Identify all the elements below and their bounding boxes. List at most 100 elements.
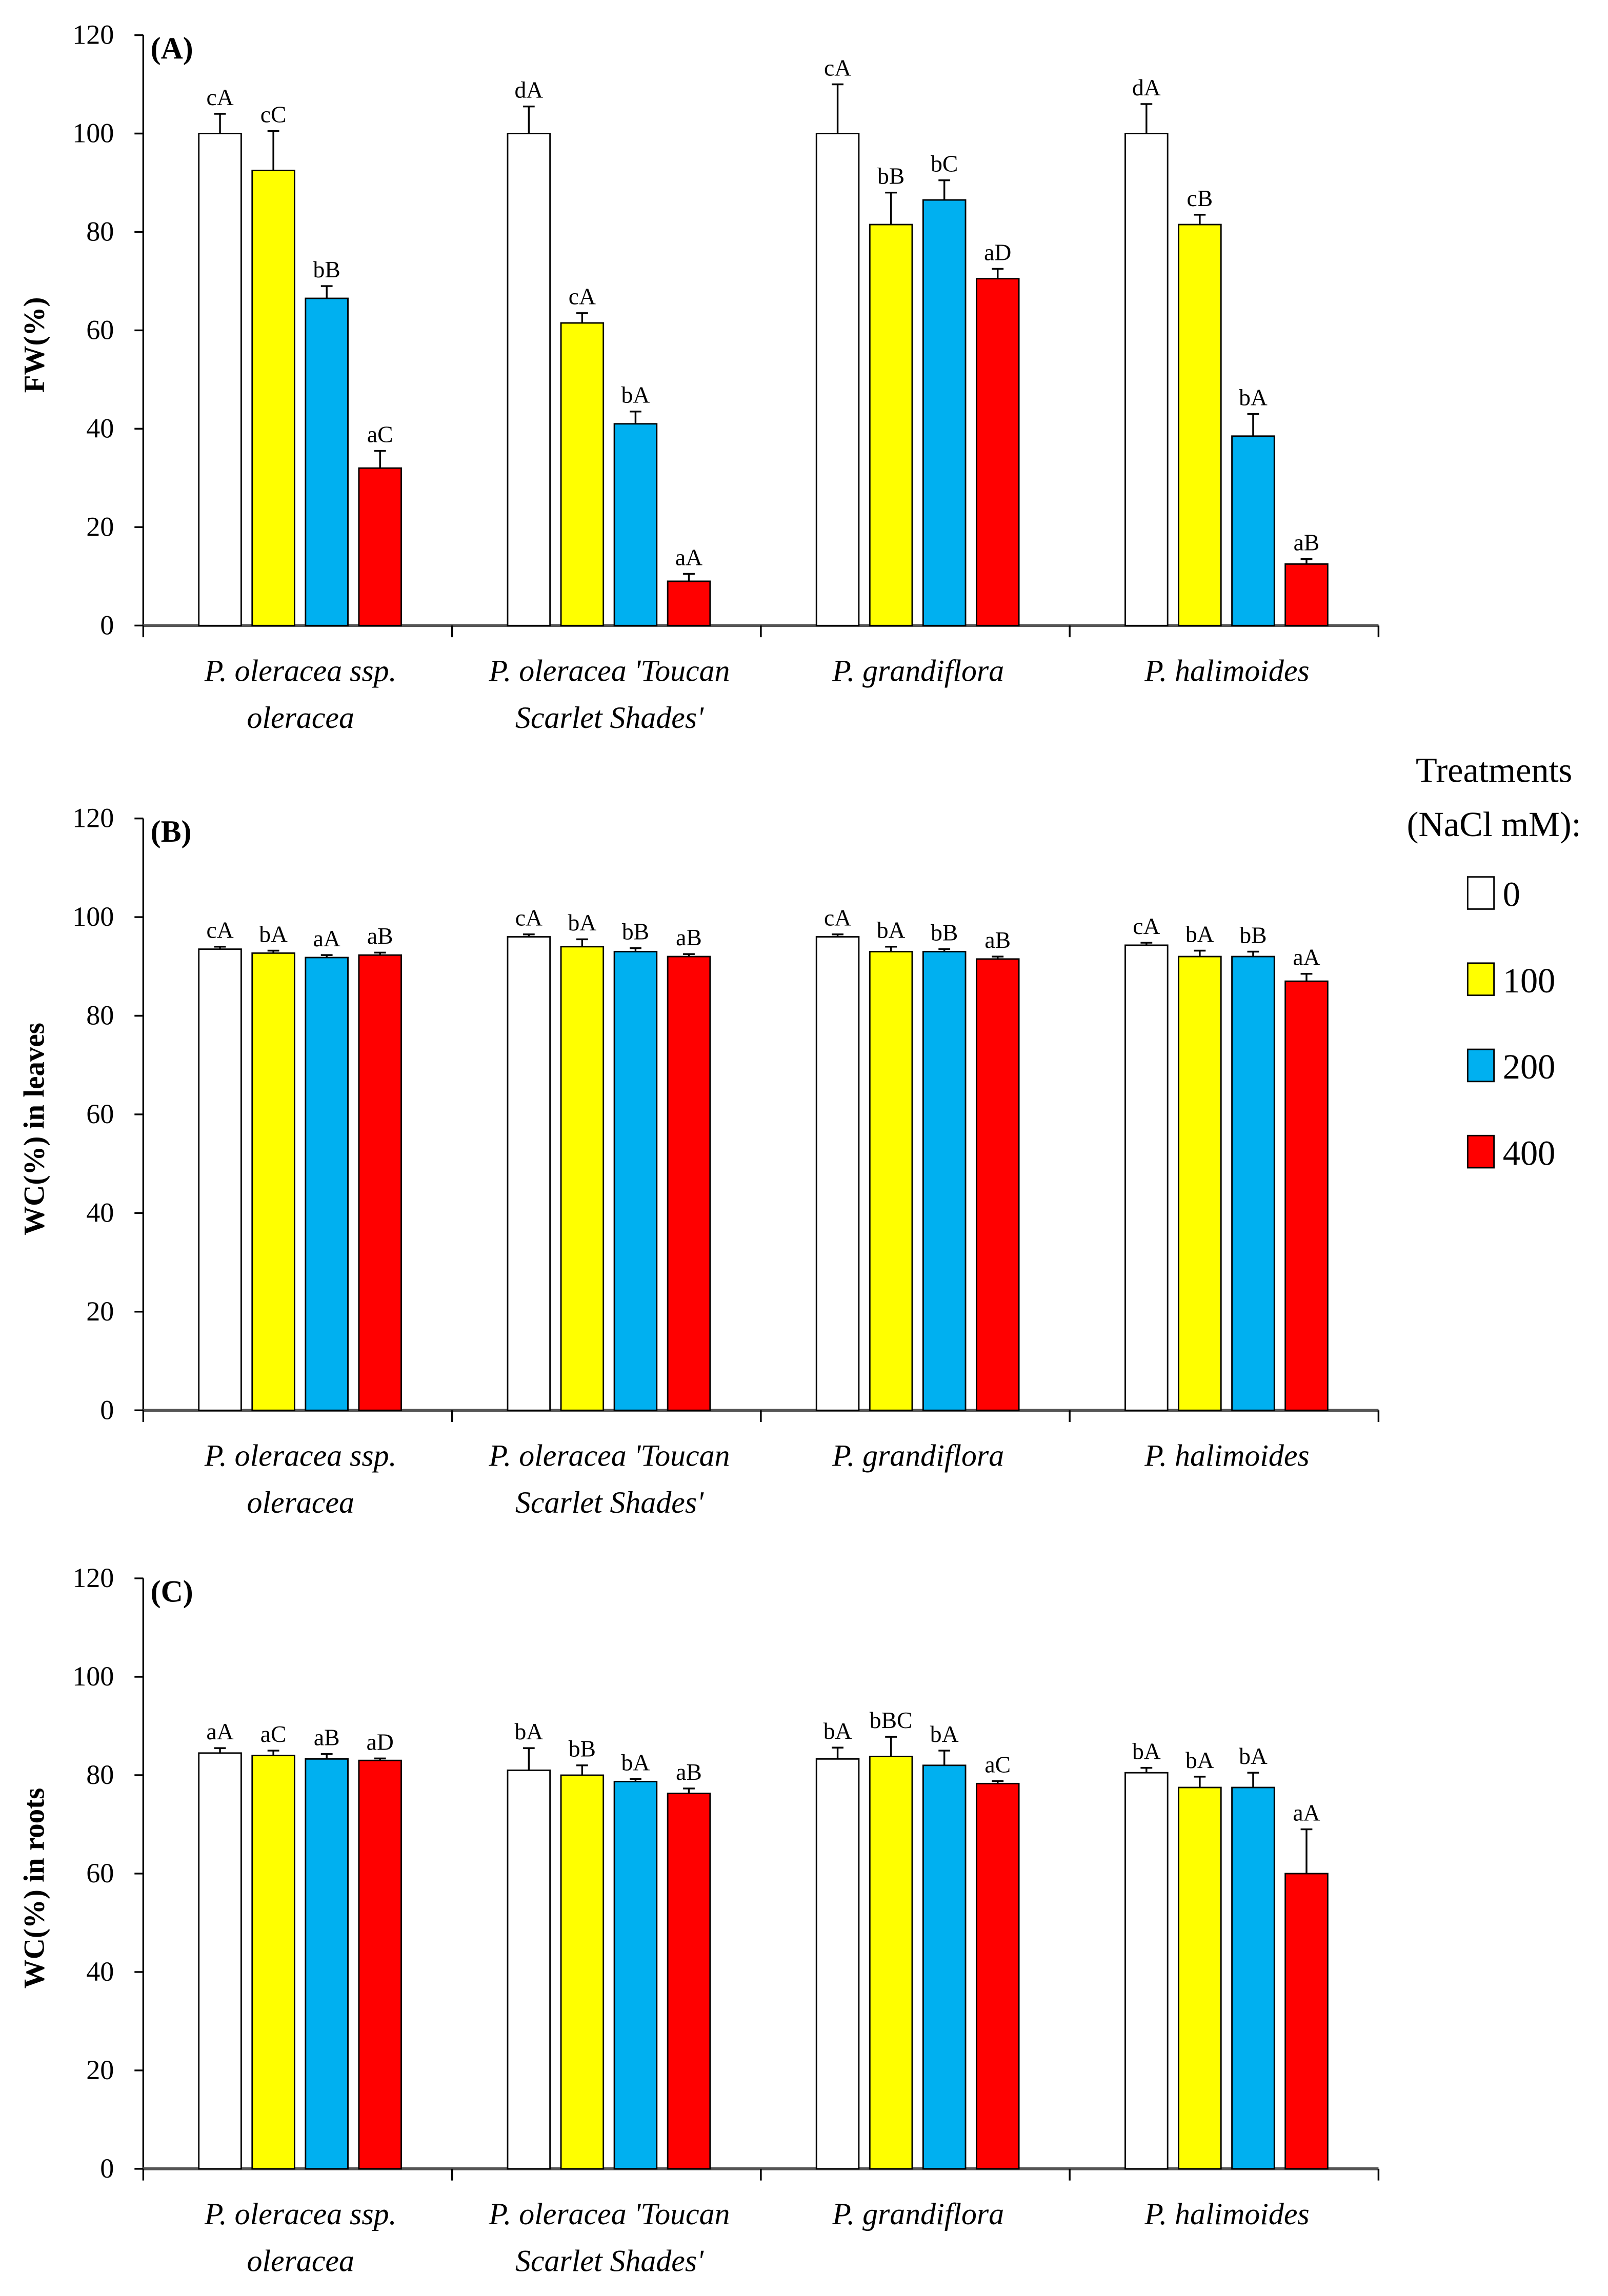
significance-label: bA xyxy=(1132,1738,1161,1764)
bar-1-3 xyxy=(667,956,711,1411)
y-tick-label: 40 xyxy=(86,1956,114,1987)
y-tick-label: 100 xyxy=(72,1661,114,1692)
panel-label: (C) xyxy=(151,1575,193,1609)
significance-label: aB xyxy=(1294,530,1320,556)
bar-3-2 xyxy=(1231,1786,1275,2170)
bar-0-1 xyxy=(251,1755,295,2170)
significance-label: aB xyxy=(314,1724,340,1751)
bar-0-0 xyxy=(198,948,242,1411)
significance-label: cA xyxy=(824,905,851,931)
category-label: P. halimoides xyxy=(1144,654,1309,688)
bar-2-0 xyxy=(815,133,860,626)
bar-1-1 xyxy=(560,946,605,1411)
bar-3-1 xyxy=(1178,956,1222,1411)
y-axis-label: WC(%) in roots xyxy=(18,1788,51,1989)
significance-label: aA xyxy=(206,1718,233,1744)
significance-label: aC xyxy=(367,421,393,447)
bar-0-1 xyxy=(251,170,295,626)
y-tick-label: 60 xyxy=(86,315,114,346)
significance-label: bA xyxy=(1239,1743,1268,1769)
category-label: P. grandiflora xyxy=(832,2197,1004,2231)
significance-label: bA xyxy=(568,909,596,936)
category-label-line2: oleracea xyxy=(247,1486,354,1519)
significance-label: aA xyxy=(675,544,702,570)
panel-b: 0 20 40 60 80 100 120 WC(%) in leaves (B) cA bA aA a… xyxy=(18,803,1380,1519)
bar-0-1 xyxy=(251,952,295,1411)
y-tick-label: 60 xyxy=(86,1099,114,1129)
panel-a: 0 20 40 60 80 100 120 FW(%) (A) cA cC bB aC P. olerac… xyxy=(18,19,1380,735)
significance-label: bA xyxy=(621,1750,650,1776)
bar-2-3 xyxy=(975,958,1020,1411)
category-label: P. halimoides xyxy=(1144,1439,1309,1473)
category-label: P. oleracea ssp. xyxy=(204,1439,397,1473)
y-tick-label: 40 xyxy=(86,1197,114,1228)
significance-label: aB xyxy=(676,924,702,950)
category-label: P. grandiflora xyxy=(832,654,1004,688)
bar-0-3 xyxy=(358,954,402,1411)
legend-title: Treatments xyxy=(1416,750,1572,789)
bar-3-0 xyxy=(1124,133,1169,626)
bar-0-3 xyxy=(358,1759,402,2170)
significance-label: aA xyxy=(1293,1799,1320,1825)
bar-2-1 xyxy=(869,223,913,626)
category-label-line2: Scarlet Shades' xyxy=(515,701,704,735)
significance-label: bA xyxy=(877,917,906,943)
bar-1-2 xyxy=(613,423,658,626)
category-label: P. oleracea 'Toucan xyxy=(488,1439,730,1473)
bar-2-3 xyxy=(975,1782,1020,2170)
significance-label: cA xyxy=(824,54,851,80)
y-tick-label: 0 xyxy=(100,2153,114,2184)
category-label-line2: oleracea xyxy=(247,701,354,735)
bar-1-2 xyxy=(613,950,658,1411)
y-tick-label: 20 xyxy=(86,1296,114,1327)
bar-3-3 xyxy=(1284,980,1329,1411)
y-tick-label: 0 xyxy=(100,1394,114,1425)
legend-label: 0 xyxy=(1503,875,1520,914)
bar-3-1 xyxy=(1178,223,1222,626)
bar-2-2 xyxy=(922,950,967,1411)
y-tick-label: 0 xyxy=(100,609,114,640)
bar-0-2 xyxy=(305,1758,349,2170)
significance-label: bB xyxy=(931,919,958,945)
y-tick-label: 20 xyxy=(86,2055,114,2085)
legend-label: 200 xyxy=(1503,1047,1556,1086)
significance-label: aA xyxy=(313,925,340,951)
bar-1-1 xyxy=(560,322,605,626)
significance-label: dA xyxy=(1132,74,1161,100)
y-tick-label: 60 xyxy=(86,1858,114,1888)
y-tick-label: 120 xyxy=(72,19,114,50)
significance-label: bB xyxy=(622,919,649,945)
bar-1-0 xyxy=(507,936,551,1411)
bar-3-3 xyxy=(1284,1873,1329,2170)
bar-0-3 xyxy=(358,467,402,626)
bar-3-2 xyxy=(1231,956,1275,1411)
significance-label: cA xyxy=(206,917,233,943)
legend-swatch xyxy=(1466,876,1495,910)
bar-3-1 xyxy=(1178,1786,1222,2170)
significance-label: bBC xyxy=(870,1707,913,1733)
bar-2-1 xyxy=(869,1756,913,2170)
significance-label: cB xyxy=(1187,185,1213,211)
significance-label: aA xyxy=(1293,944,1320,970)
bar-1-1 xyxy=(560,1774,605,2170)
significance-label: bA xyxy=(1185,921,1214,947)
bar-0-2 xyxy=(305,297,349,626)
category-label: P. oleracea 'Toucan xyxy=(488,654,730,688)
bar-2-0 xyxy=(815,936,860,1411)
significance-label: cA xyxy=(515,905,542,931)
bar-0-2 xyxy=(305,957,349,1411)
panel-label: (B) xyxy=(151,815,192,848)
significance-label: bA xyxy=(621,382,650,408)
legend-swatch xyxy=(1466,1048,1495,1083)
significance-label: aC xyxy=(984,1751,1011,1777)
legend-label: 100 xyxy=(1503,961,1556,1000)
category-label: P. oleracea ssp. xyxy=(204,2197,397,2231)
bar-1-0 xyxy=(507,133,551,626)
y-tick-label: 100 xyxy=(72,901,114,932)
bar-1-0 xyxy=(507,1769,551,2170)
significance-label: bB xyxy=(569,1736,596,1762)
legend-item-100: 100 xyxy=(1466,961,1556,1000)
legend: Treatments (NaCl mM): 0 100 200 400 xyxy=(1407,750,1581,1172)
significance-label: bA xyxy=(823,1718,852,1744)
